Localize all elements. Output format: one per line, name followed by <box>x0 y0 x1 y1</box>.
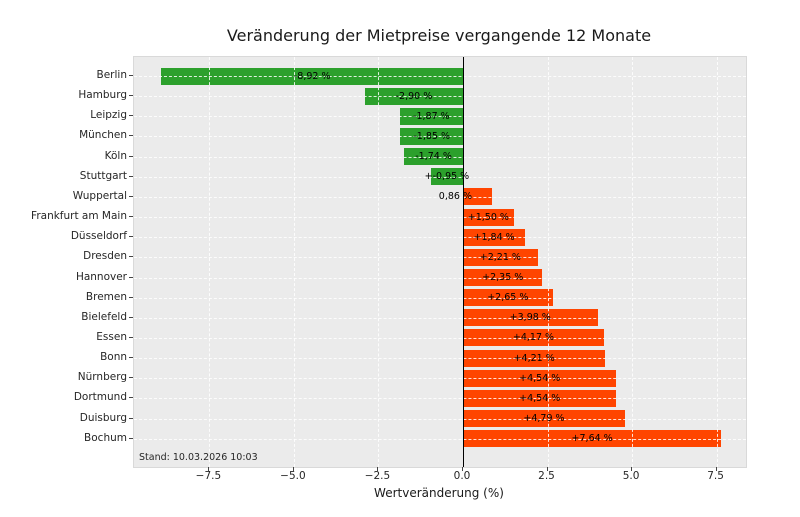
bar-value-label: +2,35 % <box>482 272 524 283</box>
chart-title: Veränderung der Mietpreise vergangende 1… <box>226 26 652 45</box>
y-tick-label-stuttgart: Stuttgart <box>79 169 127 182</box>
bar-value-label: -1,74 % <box>415 151 452 163</box>
y-tick-label-m-nchen: München <box>79 129 127 142</box>
horizontal-gridline <box>134 277 746 279</box>
x-tick-mark <box>377 467 379 471</box>
bar-value-label: +4,21 % <box>513 352 555 364</box>
y-tick-mark <box>129 216 133 218</box>
y-tick-mark <box>129 437 133 439</box>
bar-value-label: +7,64 % <box>571 433 613 445</box>
y-tick-label-wuppertal: Wuppertal <box>72 189 127 202</box>
y-tick-mark <box>129 357 133 359</box>
x-tick-label: 7.5 <box>707 470 724 482</box>
x-tick-label: 0.0 <box>453 470 471 482</box>
x-tick-mark <box>715 467 717 471</box>
y-tick-mark <box>129 75 133 76</box>
vertical-gridline <box>378 57 380 467</box>
y-tick-label-dortmund: Dortmund <box>73 391 127 404</box>
vertical-gridline <box>209 57 211 467</box>
y-tick-mark <box>129 195 133 197</box>
y-tick-mark <box>129 155 133 157</box>
bar-value-label: +4,54 % <box>519 372 561 384</box>
bar-value-label: +-0,95 % <box>424 171 470 183</box>
x-tick-mark <box>292 467 294 471</box>
x-axis-label: Wertveränderung (%) <box>374 486 504 500</box>
bar-value-label: +4,79 % <box>523 413 565 425</box>
stand-note: Stand: 10.03.2026 10:03 <box>139 452 258 463</box>
horizontal-gridline <box>134 398 746 400</box>
y-tick-label-frankfurt-am-main: Frankfurt am Main <box>31 210 127 223</box>
x-tick-label: 2.5 <box>538 470 555 482</box>
bar-value-label: +4,17 % <box>512 332 555 344</box>
y-tick-label-duisburg: Duisburg <box>79 411 127 424</box>
y-tick-label-hamburg: Hamburg <box>78 89 127 102</box>
bar-value-label: -2,90 % <box>395 90 433 102</box>
y-tick-label-bochum: Bochum <box>84 431 127 444</box>
y-tick-mark <box>129 336 133 338</box>
vertical-gridline <box>632 57 634 467</box>
x-tick-mark <box>208 467 210 471</box>
x-tick-label: −7.5 <box>195 470 222 482</box>
y-tick-mark <box>129 276 133 278</box>
horizontal-gridline <box>134 378 746 380</box>
horizontal-gridline <box>134 337 746 339</box>
bar-value-label: +4,54 % <box>519 392 561 404</box>
x-tick-mark <box>631 467 633 471</box>
y-tick-label-leipzig: Leipzig <box>90 109 127 122</box>
x-tick-mark <box>546 467 548 471</box>
y-tick-mark <box>129 95 133 97</box>
y-tick-label-bielefeld: Bielefeld <box>81 310 127 323</box>
y-tick-label-n-rnberg: Nürnberg <box>77 371 127 384</box>
bar-value-label: -8,92 % <box>293 70 331 82</box>
horizontal-gridline <box>134 237 746 239</box>
y-tick-label-dresden: Dresden <box>83 250 127 263</box>
y-tick-label-d-sseldorf: Düsseldorf <box>70 230 127 243</box>
bar-value-label: +1,50 % <box>467 211 509 223</box>
y-tick-mark <box>129 316 133 318</box>
plot-area: -8,92 % -2,90 % -1,87 % -1,85 % -1,74 % +-0,9… <box>133 56 747 468</box>
vertical-gridline <box>716 57 718 467</box>
bar-value-label: +2,21 % <box>479 251 521 263</box>
y-tick-label-hannover: Hannover <box>75 270 127 283</box>
bar-value-label: +1,84 % <box>473 231 515 243</box>
horizontal-gridline <box>134 358 746 360</box>
bar-value-label: +3,98 % <box>509 312 551 324</box>
y-tick-label-essen: Essen <box>96 330 127 343</box>
y-tick-label-bonn: Bonn <box>100 351 127 364</box>
y-tick-mark <box>129 377 133 379</box>
horizontal-gridline <box>134 317 746 319</box>
horizontal-gridline <box>134 418 746 420</box>
y-tick-mark <box>129 135 133 137</box>
x-tick-mark <box>461 467 463 471</box>
y-tick-mark <box>129 256 133 258</box>
bar-value-label: 0,86 % <box>438 191 472 203</box>
y-tick-label-k-ln: Köln <box>104 149 127 162</box>
horizontal-gridline <box>134 217 746 219</box>
y-tick-mark <box>129 236 133 238</box>
y-tick-mark <box>129 175 133 177</box>
bar-value-label: -1,87 % <box>413 110 450 122</box>
y-tick-mark <box>129 397 133 399</box>
vertical-gridline <box>293 57 295 467</box>
x-tick-label: 5.0 <box>622 470 640 482</box>
x-tick-label: −5.0 <box>280 470 306 482</box>
y-tick-mark <box>129 296 133 298</box>
y-tick-mark <box>129 417 133 419</box>
y-tick-mark <box>129 115 133 117</box>
horizontal-gridline <box>134 297 746 299</box>
bar-value-label: +2,65 % <box>487 292 529 304</box>
x-tick-label: −2.5 <box>364 470 391 482</box>
bar-value-label: -1,85 % <box>413 130 451 142</box>
horizontal-gridline <box>134 257 746 259</box>
y-tick-label-bremen: Bremen <box>85 290 127 303</box>
y-tick-label-berlin: Berlin <box>96 69 127 81</box>
